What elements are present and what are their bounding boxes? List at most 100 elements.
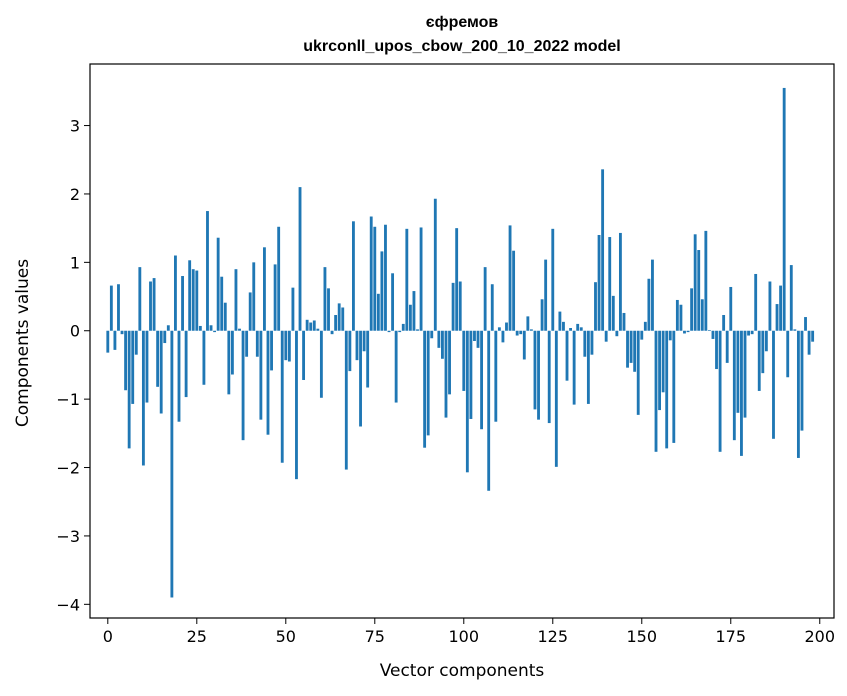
bar	[366, 330, 370, 388]
bar	[401, 323, 405, 331]
bar	[295, 330, 298, 480]
bar	[394, 330, 398, 403]
x-tick-label: 75	[365, 627, 385, 646]
bar	[202, 330, 206, 385]
bar	[141, 330, 145, 466]
bar	[497, 327, 501, 331]
x-tick-label: 0	[103, 627, 113, 646]
x-tick-label: 200	[804, 627, 835, 646]
bar	[369, 216, 373, 331]
bar	[298, 187, 302, 331]
bar	[686, 330, 690, 333]
bar	[177, 330, 181, 422]
y-tick-label: 0	[70, 322, 80, 341]
bar	[213, 330, 217, 333]
bar	[636, 330, 640, 415]
bar	[754, 273, 758, 331]
bar	[533, 330, 537, 410]
bar	[811, 330, 815, 342]
bar	[248, 292, 252, 331]
bar	[327, 288, 330, 331]
bar	[501, 330, 505, 343]
bar	[544, 259, 548, 331]
bar	[362, 330, 366, 352]
bar	[505, 322, 508, 331]
bar	[259, 330, 263, 420]
bar	[465, 330, 469, 473]
bar	[515, 330, 519, 336]
plot-frame	[89, 63, 835, 619]
bar	[633, 330, 637, 372]
bar	[234, 269, 238, 331]
bar	[166, 325, 170, 331]
bar	[419, 227, 423, 331]
bar	[255, 330, 259, 357]
bar	[679, 304, 683, 331]
bar	[651, 259, 654, 331]
bar	[387, 330, 391, 333]
bar	[569, 328, 572, 331]
bar	[391, 273, 395, 331]
bar	[562, 321, 565, 331]
bar	[626, 330, 629, 368]
bar	[437, 330, 441, 348]
bar	[661, 330, 665, 393]
bar	[220, 276, 224, 331]
bar	[487, 330, 491, 491]
bar	[732, 330, 736, 441]
bar	[707, 330, 711, 331]
chart-title: єфремов	[426, 14, 499, 31]
bar	[131, 330, 135, 404]
bar	[740, 330, 743, 456]
bar	[629, 330, 633, 363]
bar	[441, 330, 444, 359]
bar	[551, 228, 555, 331]
bar	[711, 330, 715, 339]
x-tick-label: 100	[449, 627, 480, 646]
bar	[191, 269, 195, 331]
bar	[412, 291, 416, 331]
bar	[736, 330, 740, 413]
bar	[120, 330, 124, 335]
y-axis-ticks: −4 −3 −2 −1 0 1 2 3	[56, 117, 90, 614]
bar	[615, 330, 619, 337]
bar	[611, 295, 615, 331]
bar	[786, 330, 790, 378]
bar	[426, 330, 430, 436]
bar	[113, 330, 117, 350]
y-tick-label: 2	[70, 185, 80, 204]
bar	[287, 330, 291, 362]
y-tick-label: 3	[70, 117, 80, 136]
bar	[376, 293, 380, 331]
bar	[227, 330, 231, 395]
bar	[775, 304, 779, 331]
bar	[134, 330, 138, 355]
bar	[647, 278, 651, 331]
bar	[675, 299, 679, 331]
bar	[156, 330, 160, 387]
bar	[188, 260, 192, 331]
bar	[658, 330, 661, 411]
bar	[590, 330, 594, 355]
bar	[672, 330, 676, 443]
bar	[451, 282, 455, 331]
bar	[223, 302, 227, 331]
bar	[198, 325, 202, 331]
bar	[280, 330, 284, 463]
bar	[458, 281, 462, 331]
bar	[476, 330, 480, 348]
bar	[494, 330, 498, 422]
x-tick-label: 25	[187, 627, 207, 646]
bar	[725, 330, 729, 363]
bar	[747, 330, 750, 336]
bar	[508, 225, 512, 331]
bar	[373, 226, 377, 331]
bar	[529, 329, 533, 331]
bar	[473, 330, 476, 341]
bar	[152, 278, 156, 331]
y-axis-label: Components values	[13, 259, 33, 427]
x-axis-label: Vector components	[380, 661, 545, 681]
bar	[433, 198, 437, 331]
bar	[181, 276, 184, 331]
bar	[423, 330, 427, 448]
